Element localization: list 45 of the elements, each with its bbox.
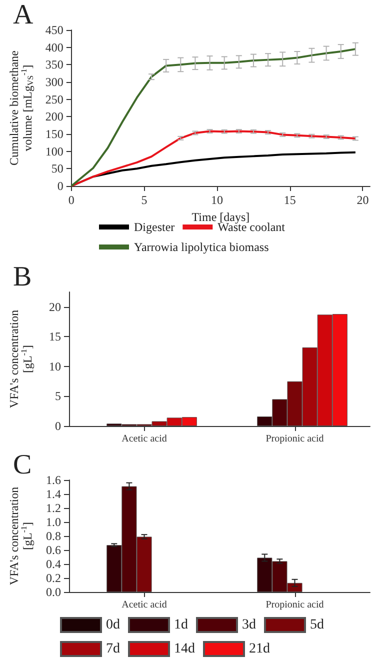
legend-label: Yarrowia lipolytica biomass [134,240,270,254]
y-tick-label: 0 [55,419,61,433]
chart-title: C [13,450,32,480]
y-tick-label: 20 [49,300,61,314]
x-tick-label: Propionic acid [266,434,324,444]
y-tick-label: 250 [45,92,64,106]
legend-label: 21d [249,642,270,656]
x-tick-label: Acetic acid [122,600,167,610]
legend-label: Digester [134,220,175,234]
y-tick-label: 1.4 [46,487,61,501]
y-tick-label: 0 [57,179,64,193]
y-tick-label: 5 [55,389,61,404]
legend-label: 7d [106,642,120,656]
y-tick-label: 50 [51,162,64,176]
legend-label: 3d [242,618,256,632]
legend-label: 14d [174,642,195,656]
legend-label: 0d [106,618,120,632]
y-tick-label: 350 [45,58,64,72]
y-tick-label: 150 [45,127,64,141]
x-tick-label: 0 [68,193,74,207]
y-tick-label: 0.0 [46,585,61,599]
x-tick-label: Propionic acid [266,600,324,610]
y-tick-label: 450 [45,23,64,37]
y-tick-label: 1.6 [46,473,61,487]
y-tick-label: 0.4 [46,557,61,571]
y-tick-label: 100 [45,144,64,158]
y-tick-label: 300 [45,75,64,89]
legend-label: 5d [310,618,324,632]
x-tick-label: 15 [284,193,296,207]
x-tick-label: 10 [211,193,224,207]
legend-label: 1d [174,618,188,632]
y-tick-label: 400 [45,40,64,54]
x-tick-label: 20 [356,193,369,207]
y-tick-label: 0.6 [46,543,61,557]
y-tick-label: 0.8 [46,529,61,543]
y-tick-label: 10 [49,359,61,374]
y-tick-label: 1.2 [46,501,61,515]
chart-title: B [13,262,32,292]
x-tick-label: Acetic acid [122,434,167,444]
chart-title: A [13,0,34,30]
x-tick-label: 5 [141,193,148,207]
y-tick-label: 1.0 [46,515,61,529]
y-tick-label: 15 [49,330,61,344]
y-tick-label: 0.2 [46,571,61,585]
y-tick-label: 200 [45,110,64,124]
